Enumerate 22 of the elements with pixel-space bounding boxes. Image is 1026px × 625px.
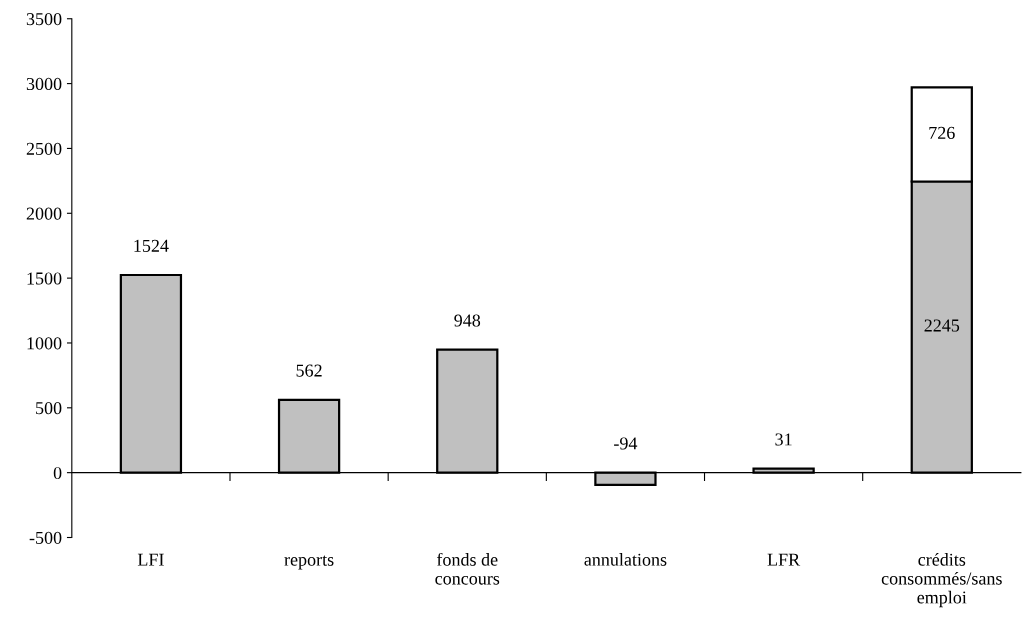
data-label: 726 [929,126,955,139]
data-label: 2245 [924,319,960,332]
y-tick-label: 3500 [26,13,62,26]
y-tick-label: 2000 [26,207,62,220]
x-tick-label: LFR [767,553,801,566]
y-tick-label: 2500 [26,142,62,155]
y-tick-label: 0 [53,466,62,480]
y-tick-label: 500 [36,402,62,415]
y-tick-label: 1000 [27,337,62,350]
data-label: 562 [296,364,322,377]
y-tick-label: 3000 [26,77,62,91]
data-label: -94 [614,437,638,450]
data-label: 1524 [134,239,169,252]
y-tick-label: -500 [29,531,62,544]
x-tick-label: reports [284,555,334,570]
y-tick-label: 1500 [27,272,62,285]
data-label: 31 [775,433,792,446]
x-tick-label: crédits consommés/sans emploi [881,553,1002,608]
x-tick-label: annulations [584,553,667,566]
x-tick-label: LFI [137,553,164,566]
x-tick-label: fonds de concours [435,552,500,585]
data-label: 948 [454,314,481,327]
